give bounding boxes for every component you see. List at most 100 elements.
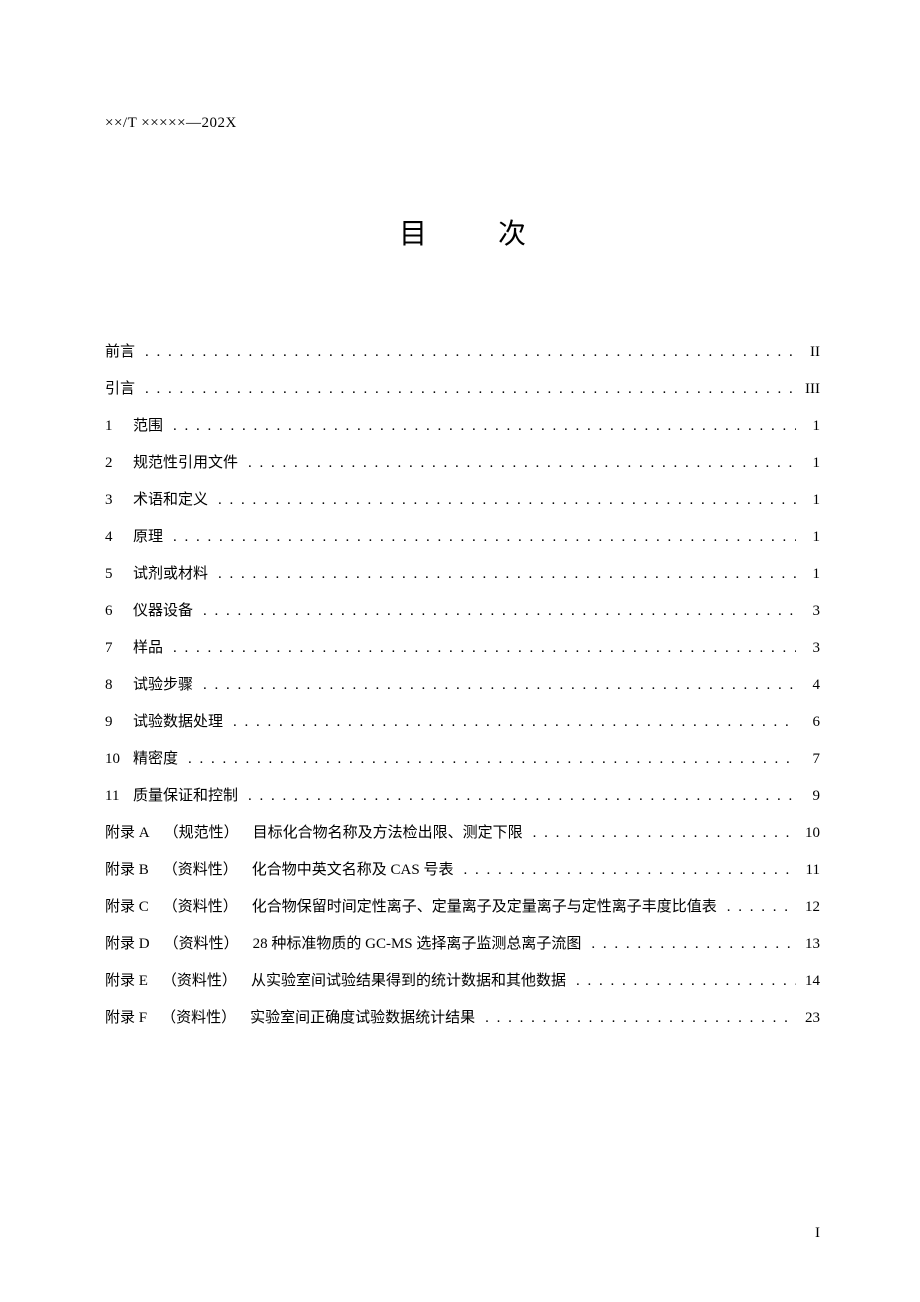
toc-entry: 前言 II (105, 342, 820, 363)
toc-entry-label: 附录 E（资料性）从实验室间试验结果得到的统计数据和其他数据 (105, 971, 566, 992)
toc-entry: 附录 B（资料性）化合物中英文名称及 CAS 号表11 (105, 860, 820, 881)
toc-entry: 附录 D（资料性）28 种标准物质的 GC-MS 选择离子监测总离子流图13 (105, 934, 820, 955)
toc-entry-title: 范围 (133, 418, 163, 434)
toc-leader-dots (203, 601, 796, 622)
toc-entry: 10精密度 7 (105, 749, 820, 770)
toc-entry-label: 2规范性引用文件 (105, 453, 238, 474)
toc-entry-label: 附录 D（资料性）28 种标准物质的 GC-MS 选择离子监测总离子流图 (105, 934, 581, 955)
toc-list: 前言II引言III1范围12规范性引用文件13术语和定义14原理15试剂或材料1… (105, 342, 820, 1029)
toc-entry-label: 4原理 (105, 527, 163, 548)
toc-entry-title: 目标化合物名称及方法检出限、测定下限 (253, 825, 523, 841)
toc-entry-page: 14 (800, 971, 820, 992)
toc-entry-title: 实验室间正确度试验数据统计结果 (250, 1010, 475, 1026)
toc-leader-dots (248, 786, 796, 807)
toc-entry-label: 8试验步骤 (105, 675, 193, 696)
toc-entry: 3术语和定义 1 (105, 490, 820, 511)
toc-entry-type: （资料性） (161, 1010, 236, 1026)
toc-entry-label: 前言 (105, 342, 135, 363)
toc-entry-label: 1范围 (105, 416, 163, 437)
toc-entry: 8试验步骤 4 (105, 675, 820, 696)
toc-entry-page: 4 (800, 675, 820, 696)
toc-entry: 4原理 1 (105, 527, 820, 548)
toc-entry-label: 引言 (105, 379, 135, 400)
toc-leader-dots (727, 897, 796, 918)
toc-entry-page: 11 (800, 860, 820, 881)
toc-entry-label: 附录 B（资料性）化合物中英文名称及 CAS 号表 (105, 860, 453, 881)
toc-title: 目 次 (105, 212, 820, 252)
toc-entry-title: 精密度 (133, 751, 178, 767)
toc-entry: 引言 III (105, 379, 820, 400)
toc-entry-page: III (800, 379, 820, 400)
toc-entry-type: （资料性） (164, 936, 239, 952)
toc-entry-page: 23 (800, 1008, 820, 1029)
toc-entry-title: 仪器设备 (133, 603, 193, 619)
toc-entry: 附录 C（资料性）化合物保留时间定性离子、定量离子及定量离子与定性离子丰度比值表… (105, 897, 820, 918)
toc-entry-page: 1 (800, 527, 820, 548)
toc-leader-dots (591, 934, 796, 955)
toc-entry-page: 9 (800, 786, 820, 807)
toc-entry: 7样品 3 (105, 638, 820, 659)
toc-entry: 9试验数据处理 6 (105, 712, 820, 733)
toc-entry-label: 附录 F（资料性）实验室间正确度试验数据统计结果 (105, 1008, 475, 1029)
toc-entry-title: 试验步骤 (133, 677, 193, 693)
toc-leader-dots (533, 823, 796, 844)
toc-leader-dots (233, 712, 796, 733)
toc-entry-label: 9试验数据处理 (105, 712, 223, 733)
toc-leader-dots (173, 527, 796, 548)
toc-entry-title: 术语和定义 (133, 492, 208, 508)
toc-entry-type: （规范性） (164, 825, 239, 841)
toc-entry: 2规范性引用文件 1 (105, 453, 820, 474)
toc-entry-page: 3 (800, 601, 820, 622)
toc-entry: 5试剂或材料 1 (105, 564, 820, 585)
toc-entry-type: （资料性） (162, 973, 237, 989)
toc-entry: 1范围 1 (105, 416, 820, 437)
toc-entry-page: 13 (800, 934, 820, 955)
toc-entry-page: 12 (800, 897, 820, 918)
toc-entry-page: 10 (800, 823, 820, 844)
toc-entry-type: （资料性） (163, 862, 238, 878)
toc-entry-type: （资料性） (163, 899, 238, 915)
toc-entry-title: 化合物中英文名称及 CAS 号表 (252, 862, 454, 878)
toc-leader-dots (145, 379, 796, 400)
toc-leader-dots (173, 638, 796, 659)
toc-entry-label: 6仪器设备 (105, 601, 193, 622)
toc-leader-dots (485, 1008, 796, 1029)
toc-entry-title: 试验数据处理 (133, 714, 223, 730)
toc-entry: 附录 A（规范性）目标化合物名称及方法检出限、测定下限10 (105, 823, 820, 844)
toc-leader-dots (218, 564, 796, 585)
toc-entry-label: 附录 C（资料性）化合物保留时间定性离子、定量离子及定量离子与定性离子丰度比值表 (105, 897, 717, 918)
toc-leader-dots (145, 342, 796, 363)
toc-entry-title: 样品 (133, 640, 163, 656)
toc-entry-page: 6 (800, 712, 820, 733)
toc-leader-dots (576, 971, 796, 992)
page-number: I (815, 1225, 820, 1242)
toc-leader-dots (218, 490, 796, 511)
toc-entry-label: 11质量保证和控制 (105, 786, 238, 807)
toc-entry-label: 3术语和定义 (105, 490, 208, 511)
toc-entry-page: 3 (800, 638, 820, 659)
toc-entry-page: 1 (800, 416, 820, 437)
toc-entry-label: 10精密度 (105, 749, 178, 770)
toc-entry-title: 规范性引用文件 (133, 455, 238, 471)
toc-entry-title: 原理 (133, 529, 163, 545)
toc-entry-page: 1 (800, 564, 820, 585)
toc-entry-title: 化合物保留时间定性离子、定量离子及定量离子与定性离子丰度比值表 (252, 899, 717, 915)
toc-entry-page: II (800, 342, 820, 363)
toc-entry-page: 1 (800, 490, 820, 511)
toc-leader-dots (173, 416, 796, 437)
toc-leader-dots (463, 860, 796, 881)
toc-leader-dots (248, 453, 796, 474)
toc-entry: 附录 E（资料性）从实验室间试验结果得到的统计数据和其他数据14 (105, 971, 820, 992)
toc-entry-label: 5试剂或材料 (105, 564, 208, 585)
toc-leader-dots (203, 675, 796, 696)
toc-entry-label: 7样品 (105, 638, 163, 659)
toc-leader-dots (188, 749, 796, 770)
toc-entry-title: 从实验室间试验结果得到的统计数据和其他数据 (251, 973, 566, 989)
toc-entry-title: 质量保证和控制 (133, 788, 238, 804)
toc-entry: 11质量保证和控制 9 (105, 786, 820, 807)
toc-entry-title: 28 种标准物质的 GC-MS 选择离子监测总离子流图 (253, 936, 582, 952)
toc-entry: 6仪器设备 3 (105, 601, 820, 622)
document-header-code: ××/T ×××××—202X (105, 115, 820, 132)
toc-entry-page: 7 (800, 749, 820, 770)
toc-entry-page: 1 (800, 453, 820, 474)
